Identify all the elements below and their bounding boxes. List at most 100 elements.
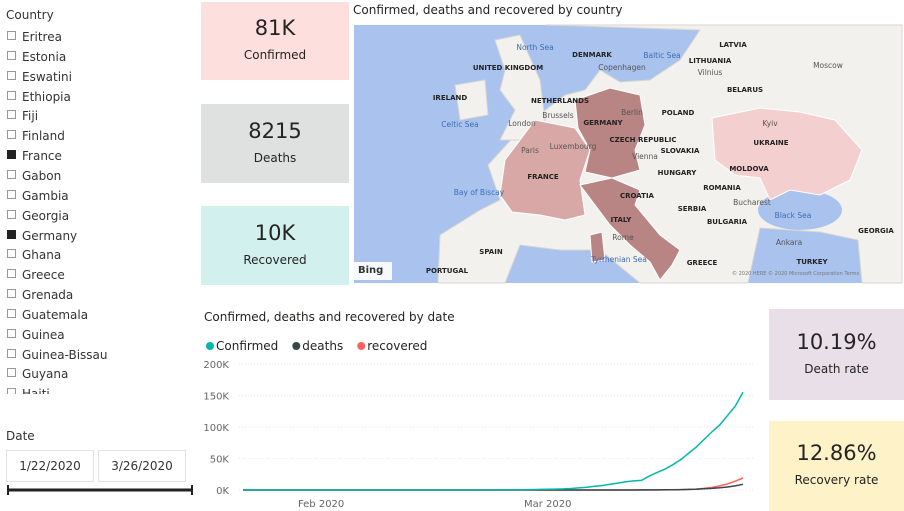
legend-marker	[206, 342, 214, 350]
slicer-item[interactable]: Germany	[7, 227, 77, 245]
date-input[interactable]: 1/22/2020	[6, 450, 94, 482]
checkbox[interactable]	[7, 249, 16, 259]
slicer-item[interactable]: Guyana	[7, 365, 68, 383]
map-label: Kyiv	[762, 119, 778, 128]
checkbox[interactable]	[7, 31, 16, 40]
series-line	[243, 391, 744, 491]
slicer-item[interactable]: Gabon	[7, 167, 61, 185]
map-label: Bay of Biscay	[454, 188, 505, 197]
checkbox[interactable]	[7, 169, 16, 179]
map-label: UNITED KINGDOM	[473, 64, 543, 72]
checkbox[interactable]	[7, 150, 16, 160]
checkbox[interactable]	[7, 110, 16, 120]
kpi-value: 10K	[254, 220, 296, 245]
slicer-item[interactable]: Greece	[7, 266, 65, 284]
country-list: Eritrea Estonia Eswatini Ethiopia Fiji Finlan…	[0, 27, 196, 394]
checkbox[interactable]	[7, 50, 16, 60]
map-label: HUNGARY	[658, 169, 698, 177]
kpi-card: 81K Confirmed	[201, 2, 349, 80]
checkbox[interactable]	[7, 308, 16, 318]
legend-marker	[357, 342, 366, 350]
slicer-item[interactable]: Eswatini	[7, 68, 72, 86]
map-label: POLAND	[662, 109, 695, 117]
item-label: Eritrea	[22, 30, 62, 44]
map-label: Black Sea	[775, 211, 812, 220]
map-label: Brussels	[542, 111, 573, 120]
map-label: SPAIN	[479, 248, 503, 256]
checkbox[interactable]	[7, 130, 16, 140]
date-slider[interactable]	[0, 480, 200, 500]
map-label: CZECH REPUBLIC	[610, 136, 677, 144]
kpi-card: 10K Recovered	[201, 206, 349, 285]
kpi-label: Death rate	[804, 361, 869, 376]
kpi-label: Recovery rate	[794, 473, 879, 487]
map-label: CROATIA	[620, 192, 655, 200]
map-label: Berlin	[621, 108, 643, 117]
y-tick-label: 50K	[210, 455, 230, 466]
map-label: IRELAND	[433, 94, 468, 102]
slicer-item[interactable]: Fiji	[7, 107, 38, 125]
item-label: Ghana	[22, 248, 62, 263]
checkbox[interactable]	[7, 348, 16, 358]
x-tick-label: Mar 2020	[524, 499, 572, 510]
slicer-item[interactable]: Guinea	[7, 326, 65, 344]
date-input[interactable]: 3/26/2020	[98, 450, 186, 482]
slicer-item[interactable]: France	[7, 147, 62, 165]
y-tick-label: 0K	[216, 486, 229, 497]
checkbox[interactable]	[7, 289, 16, 299]
map-label: Copenhagen	[598, 63, 646, 72]
y-tick-label: 200K	[203, 360, 229, 371]
kpi-label: Recovered	[243, 252, 307, 267]
y-tick-label: 150K	[203, 392, 229, 403]
item-label: Guatemala	[22, 307, 89, 322]
checkbox[interactable]	[7, 269, 16, 279]
item-label: Fiji	[22, 109, 39, 124]
slicer-item[interactable]: Georgia	[7, 207, 69, 225]
checkbox[interactable]	[7, 368, 16, 378]
series-line	[243, 483, 744, 491]
checkbox[interactable]	[7, 90, 16, 100]
map-label: FRANCE	[527, 173, 559, 181]
item-label: Greece	[22, 268, 65, 283]
map-label: GEORGIA	[858, 227, 894, 235]
checkbox[interactable]	[7, 388, 16, 394]
item-label: Eswatini	[22, 69, 72, 84]
map-label: Ankara	[776, 238, 802, 247]
checkbox[interactable]	[7, 70, 16, 80]
slicer-item[interactable]: Finland	[7, 127, 65, 145]
map-attribution: © 2020 HERE © 2020 Microsoft Corporation…	[732, 270, 860, 277]
kpi-value: 8215	[248, 118, 302, 143]
map-label: GERMANY	[583, 119, 623, 127]
legend-label: deaths	[302, 339, 343, 353]
checkbox[interactable]	[7, 229, 16, 239]
x-tick-label: Feb 2020	[298, 499, 344, 510]
map-label: Celtic Sea	[441, 120, 478, 129]
slicer-item[interactable]: Gambia	[7, 187, 69, 205]
map-logo: Bing	[358, 265, 383, 276]
checkbox[interactable]	[7, 189, 16, 199]
line-chart: Confirmed, deaths and recovered by date …	[203, 310, 753, 510]
checkbox[interactable]	[7, 328, 16, 338]
slicer-item[interactable]: Ghana	[7, 246, 61, 264]
slicer-item[interactable]: Ethiopia	[7, 88, 71, 106]
map-label: PORTUGAL	[426, 267, 469, 275]
slicer-item[interactable]: Haiti	[7, 385, 50, 394]
map-label: Moscow	[813, 61, 843, 70]
item-label: France	[22, 149, 62, 164]
checkbox[interactable]	[7, 209, 16, 219]
kpi-card: 12.86% Recovery rate	[769, 421, 904, 511]
slicer-item[interactable]: Grenada	[7, 286, 73, 304]
map-label: ITALY	[611, 216, 633, 224]
map-label: Rome	[612, 233, 634, 242]
slicer-item[interactable]: Guinea-Bissau	[7, 346, 108, 364]
slicer-item[interactable]: Guatemala	[7, 306, 88, 324]
item-label: Grenada	[22, 288, 74, 303]
map-label: Bucharest	[733, 198, 771, 207]
kpi-value: 12.86%	[796, 441, 877, 465]
item-label: Guyana	[22, 367, 69, 382]
slicer-item[interactable]: Eritrea	[7, 28, 62, 46]
map-label: Vienna	[632, 152, 658, 161]
slicer-item[interactable]: Estonia	[7, 48, 66, 66]
kpi-value: 10.19%	[796, 329, 877, 354]
